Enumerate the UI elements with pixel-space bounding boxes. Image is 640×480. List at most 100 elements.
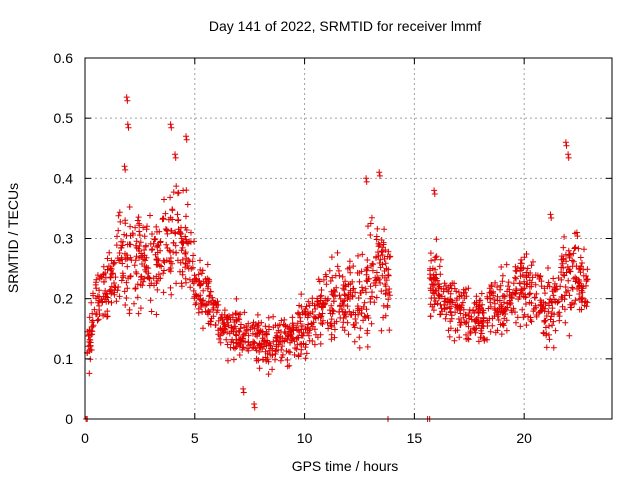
data-point bbox=[516, 294, 523, 300]
data-point bbox=[324, 319, 331, 326]
data-point bbox=[98, 273, 104, 280]
data-point bbox=[479, 307, 486, 314]
data-point bbox=[560, 244, 567, 251]
data-point bbox=[153, 311, 160, 318]
data-point bbox=[374, 249, 381, 256]
data-point bbox=[306, 337, 313, 344]
data-point bbox=[143, 242, 149, 249]
data-point bbox=[104, 255, 111, 262]
data-point bbox=[427, 285, 434, 292]
data-point bbox=[584, 299, 591, 306]
data-point bbox=[557, 283, 564, 290]
data-point bbox=[458, 304, 465, 311]
data-point bbox=[538, 278, 545, 285]
data-point bbox=[225, 322, 232, 329]
data-point bbox=[351, 338, 358, 345]
data-point bbox=[577, 269, 584, 276]
data-point bbox=[240, 389, 247, 396]
data-point bbox=[133, 269, 139, 275]
data-point bbox=[148, 280, 155, 287]
data-point bbox=[498, 331, 505, 338]
data-point bbox=[569, 299, 575, 306]
data-point bbox=[116, 250, 123, 256]
data-point bbox=[571, 245, 578, 252]
axis-ticks: 0 0.1 0.2 0.3 0.4 0.5 0.6 0 5 10 15 20 bbox=[54, 50, 612, 446]
data-point bbox=[322, 271, 329, 278]
data-point bbox=[584, 266, 591, 273]
data-point bbox=[471, 317, 478, 324]
data-point bbox=[295, 309, 302, 316]
data-point bbox=[343, 313, 349, 320]
data-point bbox=[374, 225, 381, 232]
data-point bbox=[377, 256, 384, 263]
data-point bbox=[133, 244, 140, 251]
data-point bbox=[133, 253, 140, 260]
data-point bbox=[528, 318, 535, 325]
data-point bbox=[309, 300, 316, 307]
data-point bbox=[304, 314, 311, 321]
data-point bbox=[437, 256, 444, 263]
data-point bbox=[178, 283, 185, 290]
data-point bbox=[118, 277, 125, 284]
data-point bbox=[484, 336, 491, 343]
data-point bbox=[329, 310, 336, 317]
data-point bbox=[143, 264, 150, 271]
data-point bbox=[284, 363, 291, 370]
data-point bbox=[167, 121, 174, 128]
data-point bbox=[551, 296, 558, 303]
data-point bbox=[123, 94, 130, 101]
data-point bbox=[443, 311, 450, 318]
data-point bbox=[167, 194, 174, 201]
data-point bbox=[124, 97, 131, 104]
data-point bbox=[347, 269, 354, 276]
chart-title: Day 141 of 2022, SRMTID for receiver lmm… bbox=[209, 18, 481, 34]
data-point bbox=[574, 233, 581, 240]
data-point bbox=[385, 266, 392, 273]
data-point bbox=[501, 299, 507, 306]
data-point bbox=[522, 294, 529, 300]
data-point bbox=[561, 233, 568, 240]
data-point bbox=[255, 357, 262, 364]
data-point bbox=[363, 266, 370, 273]
data-point bbox=[538, 299, 545, 306]
data-point bbox=[487, 295, 493, 302]
data-point bbox=[559, 260, 566, 267]
data-point bbox=[347, 295, 353, 302]
data-point bbox=[552, 327, 559, 334]
data-point bbox=[504, 304, 511, 311]
y-tick-label: 0.4 bbox=[54, 170, 74, 186]
data-point bbox=[385, 272, 392, 279]
data-point bbox=[570, 250, 577, 257]
data-point bbox=[364, 343, 371, 350]
data-point bbox=[328, 302, 335, 309]
data-point bbox=[464, 335, 471, 342]
data-point bbox=[114, 287, 121, 294]
data-point bbox=[153, 273, 160, 280]
data-point bbox=[369, 267, 376, 274]
data-point bbox=[523, 269, 530, 276]
data-point bbox=[153, 280, 160, 287]
data-point bbox=[176, 228, 183, 235]
data-point bbox=[376, 276, 383, 283]
data-point bbox=[503, 327, 510, 334]
data-point bbox=[548, 313, 555, 320]
data-point bbox=[174, 190, 181, 197]
data-point bbox=[295, 353, 302, 360]
data-point bbox=[285, 325, 292, 332]
data-point bbox=[326, 267, 333, 274]
data-point bbox=[141, 252, 148, 259]
data-point bbox=[331, 334, 338, 341]
data-point bbox=[434, 300, 441, 307]
data-point bbox=[517, 323, 524, 330]
data-point bbox=[512, 291, 519, 297]
data-point bbox=[126, 204, 133, 210]
data-point bbox=[317, 293, 324, 300]
data-point bbox=[373, 233, 380, 240]
data-point bbox=[193, 292, 200, 299]
data-point bbox=[578, 306, 585, 313]
data-point bbox=[337, 314, 344, 321]
data-point bbox=[477, 334, 484, 341]
data-point bbox=[346, 258, 353, 265]
data-point bbox=[554, 286, 561, 293]
data-point bbox=[212, 322, 219, 329]
